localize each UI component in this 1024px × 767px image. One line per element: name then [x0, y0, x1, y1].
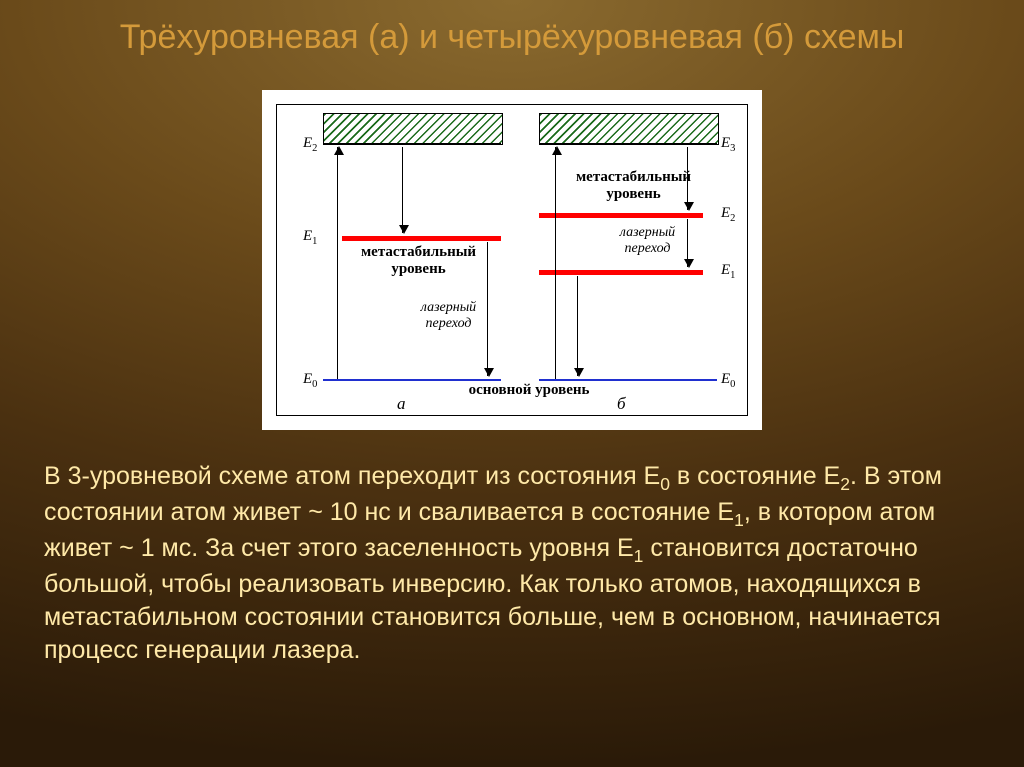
panel-label: б [617, 394, 626, 414]
annotation-text: метастабильный уровень [351, 244, 486, 278]
body-text: В 3-уровневой схеме атом переходит из со… [44, 460, 980, 667]
arrow-down-2 [687, 219, 688, 267]
annotation-text: метастабильный уровень [566, 169, 701, 203]
level-label-E2: E2 [721, 205, 735, 224]
level-E1 [342, 236, 501, 241]
level-E1 [539, 270, 703, 275]
level-E0 [323, 379, 501, 381]
arrow-up-0 [337, 147, 338, 379]
diagram-inner: E2 E1 E0 метастабильный уровень лазерный пер… [276, 104, 748, 416]
ground-level-label: основной уровень [449, 382, 609, 399]
diagram-container: E2 E1 E0 метастабильный уровень лазерный пер… [262, 90, 762, 430]
level-label-E3: E3 [721, 135, 735, 154]
slide: Трёхуровневая (а) и четырёхуровневая (б)… [0, 0, 1024, 767]
arrow-down-3 [577, 276, 578, 376]
panel-label: a [397, 394, 406, 414]
level-E2 [539, 213, 703, 218]
hatched-band [539, 113, 719, 145]
level-label-E1: E1 [721, 262, 735, 281]
level-E0 [539, 379, 717, 381]
arrow-up-0 [555, 147, 556, 379]
annotation-text: лазерный переход [411, 300, 486, 332]
arrow-down-1 [402, 147, 403, 233]
level-label-E2: E2 [303, 135, 317, 154]
level-label-E1: E1 [303, 228, 317, 247]
annotation-text: лазерный переход [610, 225, 685, 257]
level-E3 [539, 143, 717, 144]
level-label-E0: E0 [303, 371, 317, 390]
slide-title: Трёхуровневая (а) и четырёхуровневая (б)… [0, 18, 1024, 57]
arrow-down-2 [487, 242, 488, 376]
level-E2 [323, 143, 501, 144]
hatched-band [323, 113, 503, 145]
level-label-E0: E0 [721, 371, 735, 390]
